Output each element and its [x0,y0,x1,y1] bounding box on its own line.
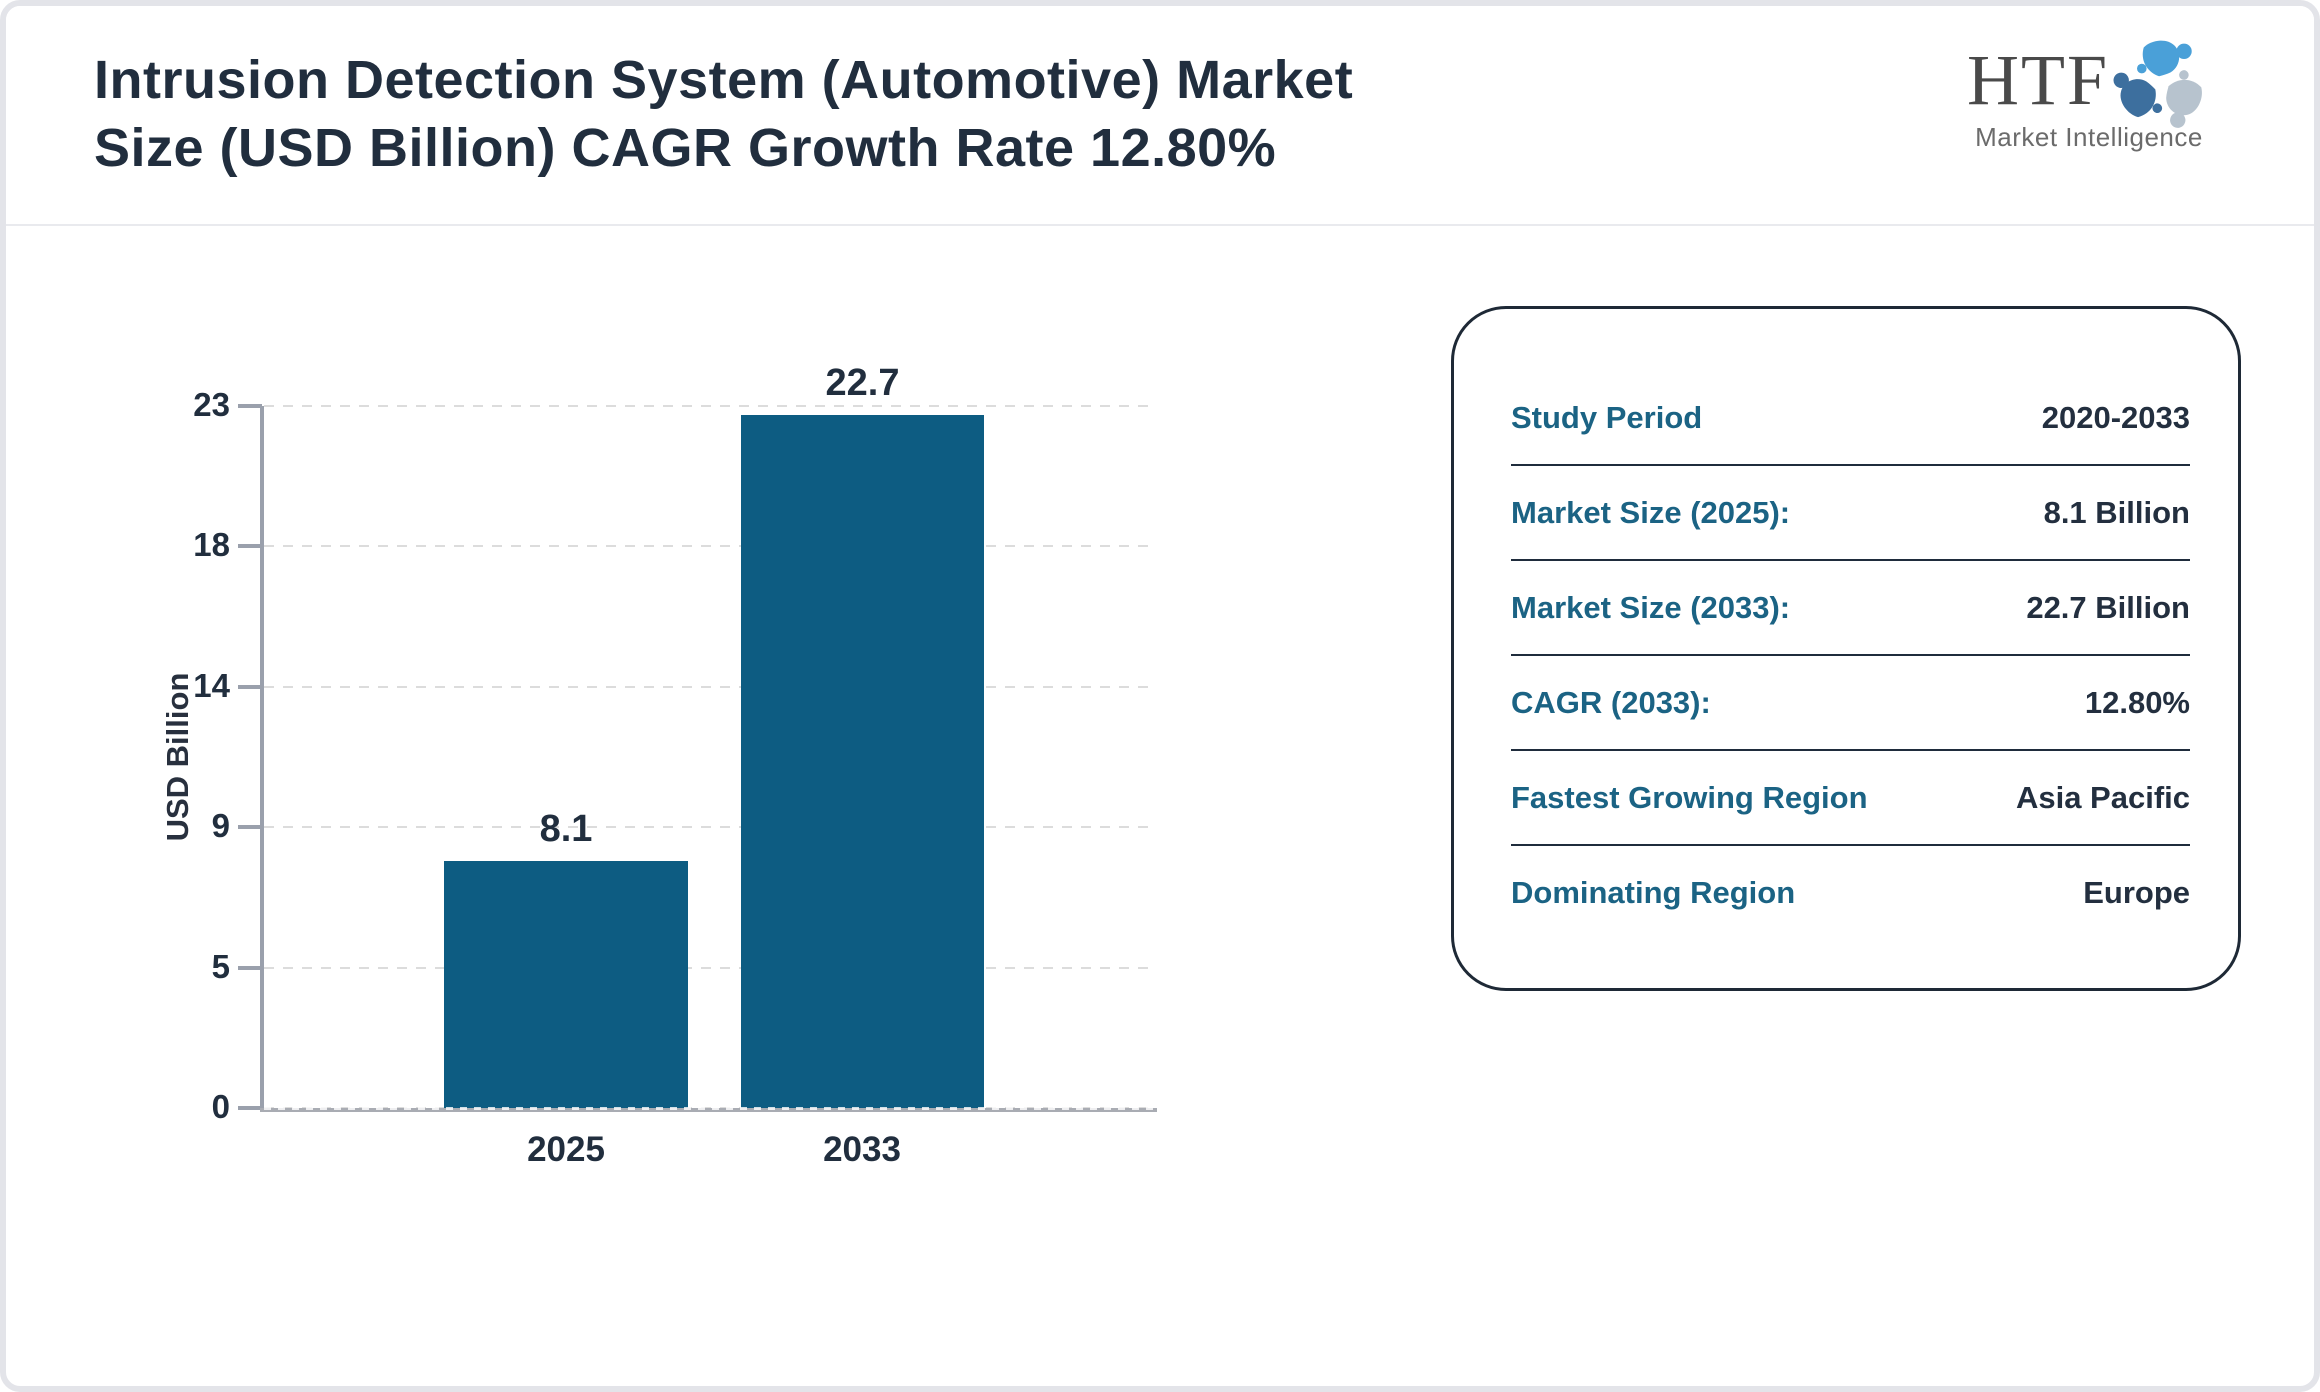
panel-row-cagr: CAGR (2033): 12.80% [1511,656,2190,751]
bar-2025: 8.1 [444,808,688,1108]
panel-row-value: Europe [2083,874,2190,910]
y-tick-label: 18 [193,526,230,564]
y-tick-label: 14 [193,666,230,704]
panel-row-label: Fastest Growing Region [1511,779,1868,815]
page-title: Intrusion Detection System (Automotive) … [94,50,1354,178]
htf-logo: HTF [1959,40,2219,160]
bar-chart-plot-area: 23 18 14 9 5 0 8.1 [193,362,1157,1169]
market-summary-panel: Study Period 2020-2033 Market Size (2025… [1451,306,2241,991]
y-axis-line [260,406,264,1108]
panel-row-market-size-2033: Market Size (2033): 22.7 Billion [1511,561,2190,656]
bar-2033: 22.7 [741,362,984,1108]
y-tick-label: 0 [211,1088,230,1125]
panel-row-value: 22.7 Billion [2026,589,2190,625]
panel-row-label: CAGR (2033): [1511,684,1711,720]
y-tick-mark [238,684,262,689]
y-tick-mark [238,544,262,549]
gridline [264,405,1157,407]
panel-row-value: 2020-2033 [2041,399,2190,435]
panel-row-value: 12.80% [2084,684,2190,720]
gridline [264,545,1157,548]
y-tick-mark [238,404,262,408]
panel-row-value: 8.1 Billion [2043,494,2190,530]
panel-row-study-period: Study Period 2020-2033 [1511,371,2190,466]
htf-swirl-icon [2113,40,2202,128]
x-axis-line [260,1108,1157,1112]
panel-row-label: Study Period [1511,399,1703,435]
y-tick-label: 9 [211,807,230,845]
panel-row-market-size-2025: Market Size (2025): 8.1 Billion [1511,466,2190,561]
panel-row-label: Dominating Region [1511,874,1796,910]
y-tick-label: 23 [193,386,230,423]
gridline [264,826,1157,829]
header: Intrusion Detection System (Automotive) … [6,6,2314,226]
logo-subtitle: Market Intelligence [1975,122,2203,152]
y-tick-label: 5 [211,947,230,985]
panel-row-fastest-growing-region: Fastest Growing Region Asia Pacific [1511,751,2190,846]
y-tick-mark [238,825,262,830]
panel-row-label: Market Size (2033): [1511,589,1791,625]
gridline [264,966,1157,969]
y-tick-mark [238,1106,262,1110]
panel-row-label: Market Size (2025): [1511,494,1791,530]
bar-value-label: 8.1 [539,807,593,850]
header-divider [6,224,2314,226]
bar-value-label: 22.7 [825,362,900,405]
y-tick-mark [238,965,262,970]
panel-row-dominating-region: Dominating Region Europe [1511,846,2190,939]
gridline [264,685,1157,688]
x-tick-label-2033: 2033 [823,1130,901,1169]
x-axis-dash-overlay [264,1107,1157,1110]
x-tick-label-2025: 2025 [527,1130,605,1169]
logo-wordmark: HTF [1966,40,2110,120]
panel-row-value: Asia Pacific [2015,779,2190,815]
